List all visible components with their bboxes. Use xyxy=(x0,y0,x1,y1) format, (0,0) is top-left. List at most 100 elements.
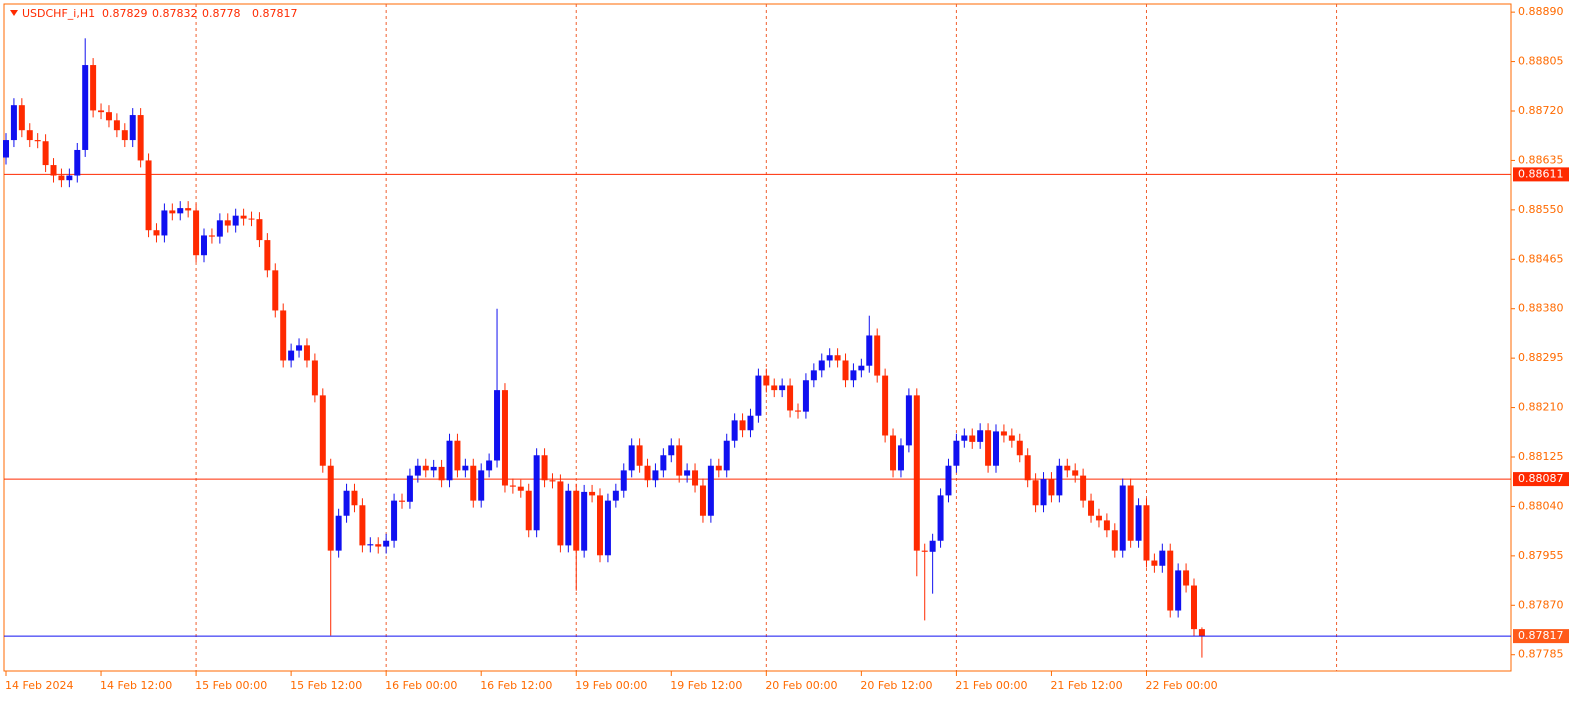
candle-body xyxy=(1024,455,1031,481)
candle-body xyxy=(375,544,382,547)
candle-body xyxy=(494,390,501,461)
candle-body xyxy=(787,385,794,411)
candle-body xyxy=(913,395,920,551)
candle-body xyxy=(890,435,897,471)
candle-body xyxy=(573,490,580,551)
candle-body xyxy=(462,465,469,471)
candle-body xyxy=(391,500,398,541)
candle-body xyxy=(201,235,207,256)
candle-body xyxy=(438,466,445,481)
candle-body xyxy=(406,475,413,502)
candle-body xyxy=(1048,479,1055,496)
candle-body xyxy=(834,355,841,361)
level-label: 0.88087 xyxy=(1518,472,1564,485)
y-tick-label: 0.88210 xyxy=(1518,401,1564,414)
candle-body xyxy=(446,440,453,481)
candle-body xyxy=(802,380,809,412)
candle-body xyxy=(399,500,405,502)
candle-body xyxy=(486,460,493,471)
candle-body xyxy=(1032,480,1039,506)
candle-body xyxy=(1095,515,1102,521)
candle-body xyxy=(478,470,485,501)
candle-body xyxy=(747,415,754,431)
candle-body xyxy=(454,440,461,471)
candle-body xyxy=(1088,500,1095,516)
x-tick-label: 16 Feb 00:00 xyxy=(385,679,457,692)
candle-body xyxy=(34,140,41,142)
candle-body xyxy=(763,375,770,386)
candle-body xyxy=(668,445,675,456)
price-label-bg xyxy=(1513,629,1569,644)
ohlc-high: 0.87832 xyxy=(152,7,198,20)
candle-body xyxy=(58,175,65,181)
candle-body xyxy=(985,430,992,466)
candle-body xyxy=(10,105,17,141)
candle-body xyxy=(565,490,572,546)
candle-body xyxy=(739,420,746,431)
candle-body xyxy=(137,115,144,161)
symbol: USDCHF_i,H1 xyxy=(22,7,95,20)
candle-body xyxy=(723,440,730,471)
candle-body xyxy=(129,115,136,141)
candle-body xyxy=(961,435,968,441)
candle-body xyxy=(882,375,889,436)
y-tick-label: 0.88465 xyxy=(1518,252,1564,265)
x-tick-label: 14 Feb 2024 xyxy=(5,679,73,692)
candle-body xyxy=(1191,585,1197,630)
candle-body xyxy=(1119,485,1126,551)
candle-body xyxy=(501,390,508,486)
candle-body xyxy=(993,431,999,466)
candle-body xyxy=(208,235,215,237)
candle-body xyxy=(604,500,611,556)
candle-body xyxy=(826,355,833,361)
price-label: 0.87817 xyxy=(1518,629,1564,642)
candle-body xyxy=(897,445,904,471)
candle-body xyxy=(969,435,976,442)
candle-body xyxy=(525,490,532,531)
candle-body xyxy=(755,375,762,416)
candle-body xyxy=(335,515,342,551)
candle-body xyxy=(1143,505,1150,561)
candle-body xyxy=(90,65,97,111)
candle-body xyxy=(953,440,960,466)
candle-body xyxy=(1111,530,1118,551)
candle-body xyxy=(1198,629,1205,637)
y-tick-label: 0.88380 xyxy=(1518,302,1564,315)
candle-body xyxy=(470,465,477,501)
y-tick-label: 0.87785 xyxy=(1518,648,1564,661)
candle-body xyxy=(169,210,176,214)
candle-body xyxy=(50,165,57,176)
candle-body xyxy=(589,491,596,496)
ohlc-open: 0.87829 xyxy=(102,7,148,20)
candle-body xyxy=(866,335,873,366)
y-tick-label: 0.87870 xyxy=(1518,598,1564,611)
candle-body xyxy=(343,490,350,516)
y-tick-label: 0.88805 xyxy=(1518,55,1564,68)
candle-body xyxy=(185,208,192,211)
y-tick-label: 0.88040 xyxy=(1518,499,1564,512)
x-tick-label: 14 Feb 12:00 xyxy=(100,679,172,692)
candle-body xyxy=(977,430,984,442)
level-label-bg xyxy=(1513,472,1569,487)
candle-body xyxy=(509,485,516,487)
candle-body xyxy=(232,215,239,226)
x-tick-label: 21 Feb 12:00 xyxy=(1050,679,1122,692)
candle-body xyxy=(1135,505,1142,541)
y-tick-label: 0.87955 xyxy=(1518,549,1564,562)
candle-body xyxy=(905,395,912,446)
candle-body xyxy=(383,540,390,547)
candle-body xyxy=(1064,465,1071,471)
candle-body xyxy=(1000,431,1007,436)
candle-body xyxy=(367,544,374,546)
candle-body xyxy=(121,130,128,141)
candle-body xyxy=(660,455,667,471)
candle-body xyxy=(628,445,635,471)
x-tick-label: 19 Feb 12:00 xyxy=(670,679,742,692)
candle-body xyxy=(248,218,255,220)
candle-body xyxy=(66,175,73,181)
candle-body xyxy=(74,149,81,176)
candle-body xyxy=(414,465,421,476)
candle-body xyxy=(1040,479,1047,506)
candle-body xyxy=(652,470,659,481)
